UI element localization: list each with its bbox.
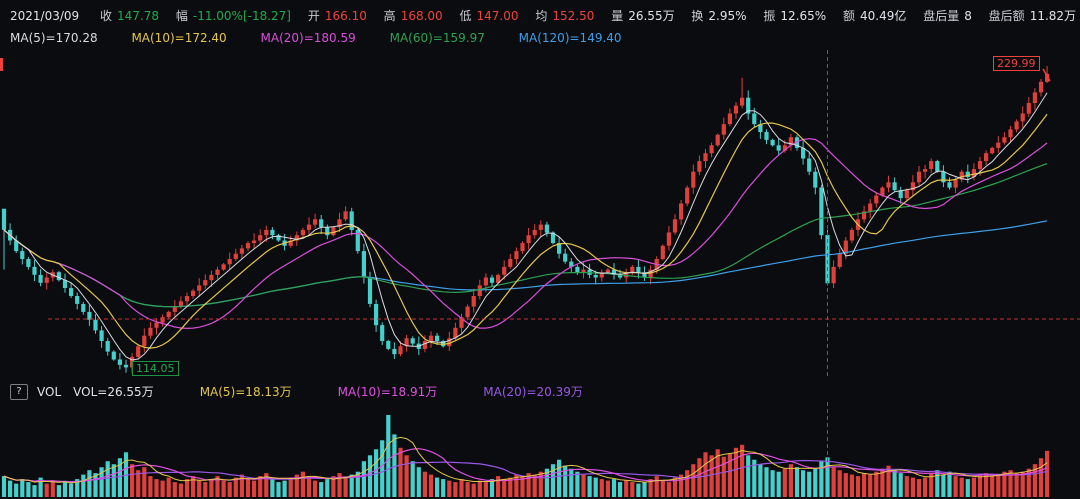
field-value-high: 168.00 bbox=[400, 9, 443, 23]
ma-line bbox=[3, 436, 1048, 484]
ma-line bbox=[3, 138, 1048, 330]
volume-svg[interactable] bbox=[0, 402, 1080, 499]
help-icon[interactable]: ? bbox=[10, 383, 28, 400]
vol-ma20-label[interactable]: MA(20)=20.39万 bbox=[483, 385, 583, 399]
ma-line bbox=[3, 220, 1048, 308]
high-tag-pointer bbox=[1042, 68, 1051, 82]
field-value-volume: 26.55万 bbox=[628, 9, 675, 23]
volume-chart[interactable] bbox=[0, 402, 1080, 499]
ma60-label[interactable]: MA(60)=159.97 bbox=[389, 31, 485, 45]
high-price-tag: 229.99 bbox=[993, 56, 1040, 71]
field-value-close: 147.78 bbox=[117, 9, 160, 23]
field-value-change: -11.00%[-18.27] bbox=[192, 9, 291, 23]
ma5-label[interactable]: MA(5)=170.28 bbox=[10, 31, 98, 45]
low-price-tag: 114.05 bbox=[132, 361, 179, 376]
field-value-amount: 40.49亿 bbox=[860, 9, 907, 23]
vol-title[interactable]: VOL bbox=[37, 384, 62, 399]
main-candlestick-chart[interactable] bbox=[0, 50, 1080, 378]
volume-bars[interactable] bbox=[1, 415, 1050, 497]
field-label-change: 幅 bbox=[175, 9, 188, 23]
field-label-close: 收 bbox=[100, 9, 113, 23]
field-label-open: 开 bbox=[307, 9, 320, 23]
field-value-avg: 152.50 bbox=[552, 9, 595, 23]
field-label-amplitude: 振 bbox=[763, 9, 776, 23]
field-value-afterhours-vol: 8 bbox=[964, 9, 972, 23]
ma-indicator-bar: MA(5)=170.28 MA(10)=172.40 MA(20)=180.59… bbox=[10, 31, 652, 45]
field-label-volume: 量 bbox=[611, 9, 624, 23]
field-value-low: 147.00 bbox=[476, 9, 519, 23]
field-label-afterhours-amt: 盘后额 bbox=[988, 9, 1025, 23]
field-label-afterhours-vol: 盘后量 bbox=[923, 9, 960, 23]
ma-line bbox=[3, 163, 1048, 308]
field-value-amplitude: 12.65% bbox=[780, 9, 827, 23]
vol-ma5-label[interactable]: MA(5)=18.13万 bbox=[199, 385, 292, 399]
ma-line bbox=[3, 92, 1048, 361]
ma120-label[interactable]: MA(120)=149.40 bbox=[518, 31, 622, 45]
field-value-turnover: 2.95% bbox=[708, 9, 747, 23]
field-value-open: 166.10 bbox=[324, 9, 367, 23]
ma-line bbox=[3, 113, 1048, 349]
field-label-high: 高 bbox=[383, 9, 396, 23]
quote-info-bar: 2021/03/09 收 147.78 幅 -11.00%[-18.27] 开 166… bbox=[10, 7, 1076, 24]
candlesticks[interactable] bbox=[1, 66, 1050, 373]
ma10-label[interactable]: MA(10)=172.40 bbox=[131, 31, 227, 45]
candlestick-svg[interactable] bbox=[0, 50, 1080, 378]
vol-ma10-label[interactable]: MA(10)=18.91万 bbox=[337, 385, 438, 399]
vol-value-label: VOL=26.55万 bbox=[73, 385, 154, 399]
field-value-afterhours-amt: 11.82万 bbox=[1029, 9, 1077, 23]
ma20-label[interactable]: MA(20)=180.59 bbox=[260, 31, 356, 45]
quote-date: 2021/03/09 bbox=[10, 9, 80, 23]
field-label-low: 低 bbox=[459, 9, 472, 23]
field-label-avg: 均 bbox=[535, 9, 548, 23]
field-label-turnover: 换 bbox=[691, 9, 704, 23]
ma-line bbox=[3, 448, 1048, 483]
left-edge-marker bbox=[0, 58, 3, 71]
volume-indicator-bar: ? VOL VOL=26.55万 MA(5)=18.13万 MA(10)=18.… bbox=[10, 383, 629, 400]
field-label-amount: 额 bbox=[842, 9, 855, 23]
